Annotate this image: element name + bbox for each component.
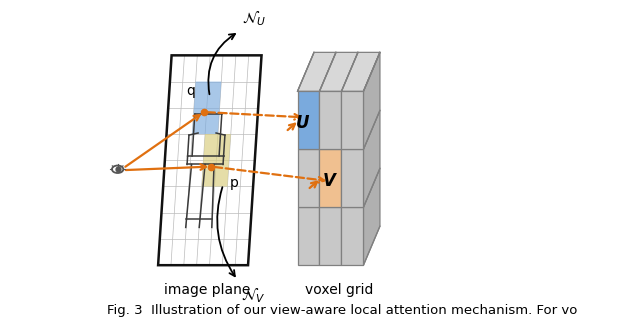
Polygon shape xyxy=(363,168,380,265)
Text: q: q xyxy=(186,84,195,98)
Polygon shape xyxy=(192,82,221,134)
Bar xyxy=(298,149,319,207)
Bar xyxy=(298,91,319,149)
Text: $\mathcal{N}_U$: $\mathcal{N}_U$ xyxy=(242,10,267,28)
Polygon shape xyxy=(298,52,336,91)
Text: $\mathcal{N}_V$: $\mathcal{N}_V$ xyxy=(241,286,265,305)
Bar xyxy=(342,91,363,149)
Text: U: U xyxy=(296,114,310,132)
Polygon shape xyxy=(363,110,380,207)
Bar xyxy=(298,207,319,265)
Polygon shape xyxy=(363,52,380,149)
Polygon shape xyxy=(342,52,380,91)
Bar xyxy=(342,149,363,207)
Bar xyxy=(342,207,363,265)
Text: p: p xyxy=(229,176,238,190)
Text: image plane: image plane xyxy=(164,283,250,297)
Text: Fig. 3  Illustration of our view-aware local attention mechanism. For vo: Fig. 3 Illustration of our view-aware lo… xyxy=(107,304,577,317)
Bar xyxy=(319,91,342,149)
Text: voxel grid: voxel grid xyxy=(304,283,373,297)
Polygon shape xyxy=(202,134,231,186)
Bar xyxy=(319,207,342,265)
Text: V: V xyxy=(323,172,336,190)
Bar xyxy=(319,149,342,207)
Polygon shape xyxy=(319,52,358,91)
